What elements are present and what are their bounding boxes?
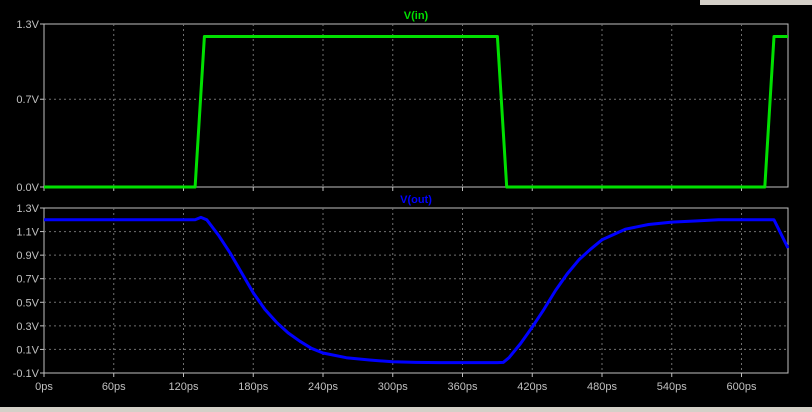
y-tick-label: -0.1V: [13, 368, 40, 380]
y-tick-label: 1.3V: [16, 19, 39, 31]
x-tick-label: 420ps: [517, 381, 547, 393]
y-tick-label: 0.3V: [16, 321, 39, 333]
y-tick-label: 0.9V: [16, 250, 39, 262]
x-tick-label: 0ps: [35, 381, 53, 393]
x-tick-label: 480ps: [587, 381, 617, 393]
y-tick-label: 1.3V: [16, 203, 39, 215]
x-tick-label: 180ps: [238, 381, 268, 393]
trace-label: V(out): [400, 194, 432, 206]
x-tick-label: 60ps: [102, 381, 126, 393]
x-tick-label: 600ps: [727, 381, 757, 393]
y-tick-label: 0.7V: [16, 94, 39, 106]
x-tick-label: 240ps: [308, 381, 338, 393]
x-tick-label: 540ps: [657, 381, 687, 393]
plot-pane-frame: [43, 207, 789, 374]
plot-pane-frame: [43, 23, 789, 188]
y-tick-label: 0.1V: [16, 344, 39, 356]
y-tick-label: 0.7V: [16, 274, 39, 286]
trace-v-in-: [44, 35, 788, 189]
x-tick-label: 120ps: [169, 381, 199, 393]
y-tick-label: 1.1V: [16, 227, 39, 239]
y-tick-label: 0.0V: [16, 182, 39, 194]
trace-v-out-: [44, 215, 790, 365]
x-tick-label: 300ps: [378, 381, 408, 393]
x-tick-label: 360ps: [448, 381, 478, 393]
y-tick-label: 0.5V: [16, 297, 39, 309]
trace-label: V(in): [404, 10, 429, 22]
window-title-strip: [700, 0, 812, 5]
